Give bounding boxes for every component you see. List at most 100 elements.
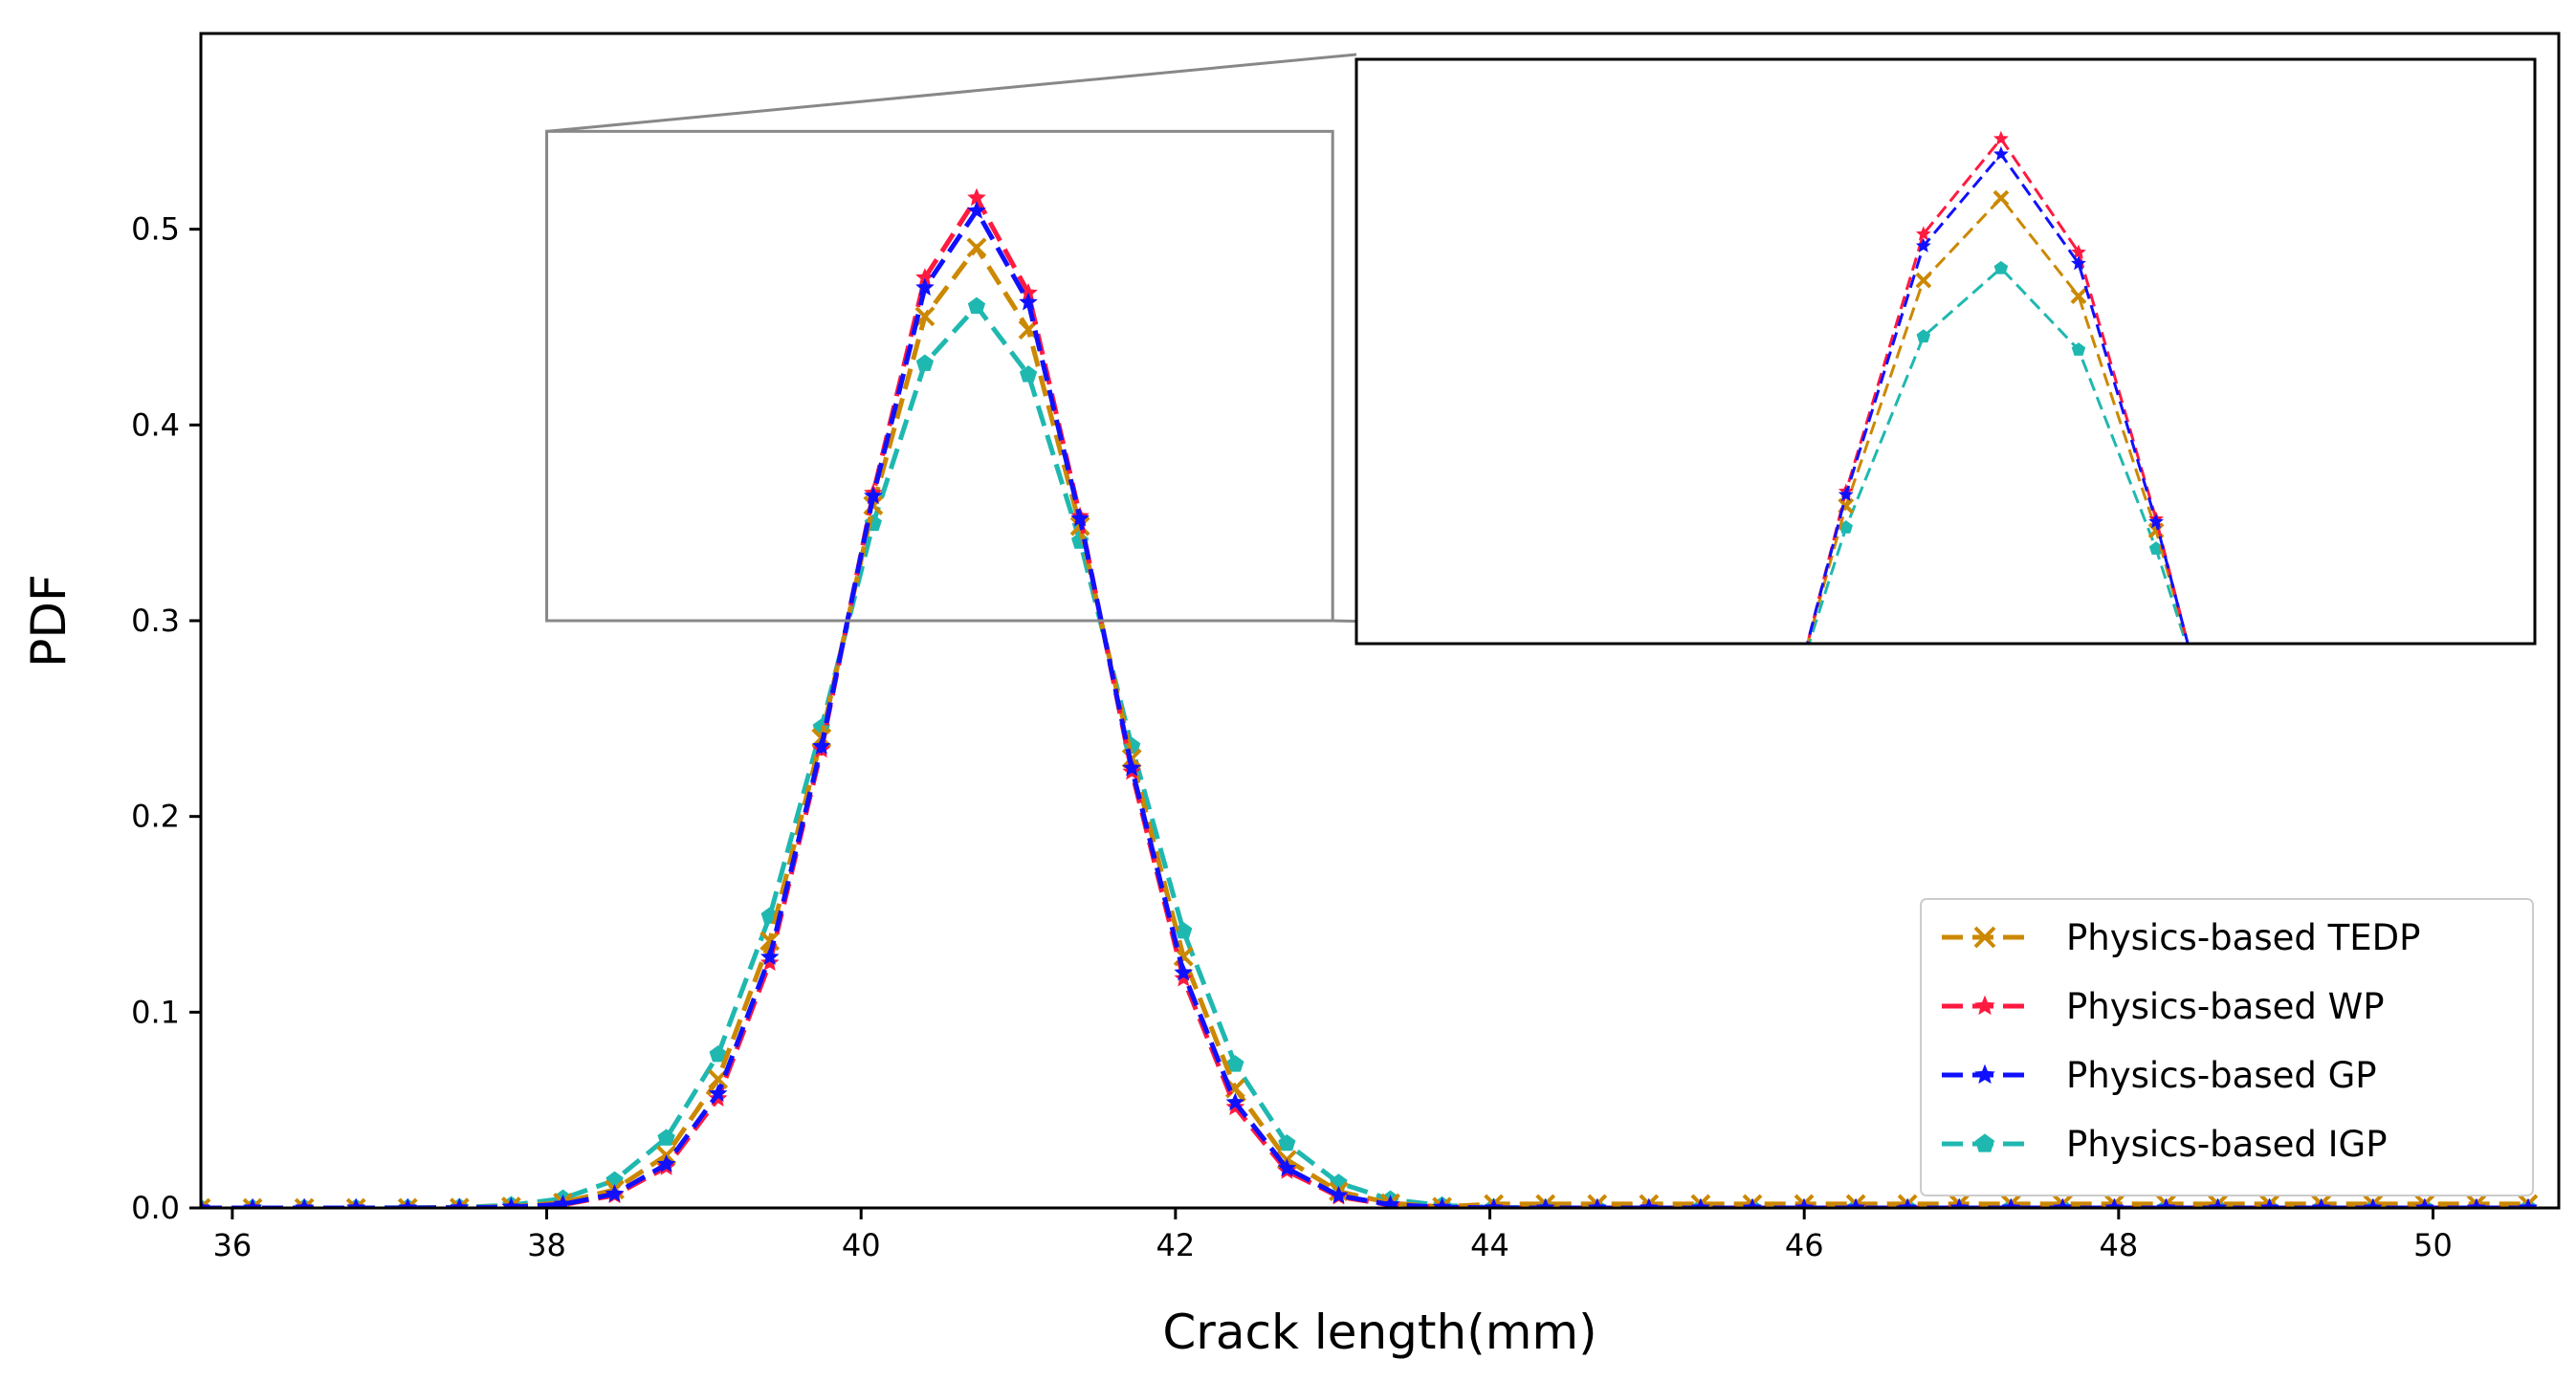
- inset-data-point-physics-based-wp: [2538, 1325, 2550, 1337]
- data-point-physics-based-tedp: [201, 1197, 211, 1208]
- data-point-physics-based-gp: [501, 1196, 521, 1208]
- inset-data-point-physics-based-gp: [2538, 1324, 2550, 1336]
- data-point-physics-based-gp: [2156, 1197, 2176, 1208]
- legend: Physics-based TEDP Physics-based WP Physic…: [1920, 898, 2534, 1196]
- data-point-physics-based-gp: [398, 1197, 418, 1208]
- zoom-region-box: [545, 129, 1334, 623]
- x-tick-label: 50: [2413, 1227, 2453, 1263]
- legend-label-physics-based-tedp: Physics-based TEDP: [2066, 917, 2420, 958]
- data-point-physics-based-gp: [1587, 1197, 1607, 1208]
- data-point-physics-based-gp: [2519, 1197, 2538, 1208]
- main-series-group: [201, 187, 2539, 1208]
- data-point-physics-based-gp: [605, 1184, 625, 1202]
- inset-series-line-physics-based-gp: [1805, 151, 2190, 644]
- x-tick-label: 40: [842, 1227, 881, 1263]
- data-point-physics-based-gp: [1535, 1197, 1555, 1208]
- inset-data-point-physics-based-wp: [1915, 226, 1931, 241]
- data-point-physics-based-gp: [1380, 1195, 1400, 1208]
- inset-data-point-physics-based-gp: [2071, 255, 2086, 271]
- y-tick-label: 0.0: [131, 1190, 180, 1226]
- data-point-physics-based-gp: [1432, 1196, 1452, 1208]
- data-point-physics-based-gp: [760, 947, 780, 966]
- legend-item-physics-based-igp: Physics-based IGP: [1942, 1124, 2388, 1165]
- data-point-physics-based-igp: [1278, 1133, 1296, 1152]
- inset-data-point-physics-based-gp: [2460, 1291, 2473, 1304]
- inset-data-point-physics-based-igp: [1684, 990, 1697, 1002]
- inset-data-point-physics-based-igp: [1530, 1255, 1542, 1267]
- data-point-physics-based-gp: [450, 1197, 470, 1208]
- data-point-physics-based-gp: [2208, 1197, 2228, 1208]
- x-tick-label: 38: [527, 1227, 566, 1263]
- inset-data-point-physics-based-igp: [1762, 765, 1774, 778]
- inset-data-point-physics-based-gp: [2227, 813, 2239, 825]
- inset-data-point-physics-based-wp: [2383, 1218, 2395, 1231]
- data-point-physics-based-gp: [2053, 1197, 2073, 1208]
- inset-data-point-physics-based-tedp: [1993, 189, 2010, 207]
- inset-data-point-physics-based-wp: [2460, 1294, 2473, 1306]
- legend-item-physics-based-tedp: Physics-based TEDP: [1942, 917, 2420, 958]
- inset-data-point-physics-based-gp: [1762, 787, 1774, 800]
- series-line-physics-based-gp: [201, 206, 2528, 1208]
- data-point-physics-based-gp: [1329, 1185, 1349, 1204]
- data-point-physics-based-igp: [709, 1044, 727, 1063]
- legend-label-physics-based-gp: Physics-based GP: [2066, 1055, 2377, 1096]
- data-point-physics-based-gp: [2415, 1197, 2434, 1208]
- legend-item-physics-based-wp: Physics-based WP: [1942, 986, 2385, 1027]
- data-point-physics-based-gp: [2467, 1197, 2486, 1208]
- x-tick-label: 36: [213, 1227, 253, 1263]
- x-tick-label: 48: [2100, 1227, 2139, 1263]
- data-point-physics-based-gp: [1846, 1197, 1865, 1208]
- inset-data-point-physics-based-wp: [2227, 818, 2239, 830]
- axes: 36 38 40 42 44 46 48 50 0.0 0.1 0.2 0.3 0.4 0.5 Crack …: [21, 32, 2561, 1360]
- data-point-physics-based-wp: [760, 953, 780, 972]
- data-point-physics-based-tedp: [966, 237, 987, 258]
- legend-box: [1920, 898, 2534, 1196]
- inset-data-point-physics-based-wp: [2071, 244, 2086, 259]
- data-point-physics-based-gp: [967, 201, 986, 219]
- x-tick-label: 42: [1156, 1227, 1196, 1263]
- inset-data-point-physics-based-igp: [1993, 260, 2009, 274]
- legend-marker-physics-based-wp: [1974, 995, 1995, 1016]
- y-tick-label: 0.3: [131, 603, 180, 639]
- data-point-physics-based-gp: [1277, 1158, 1297, 1176]
- data-point-physics-based-tedp: [294, 1197, 315, 1208]
- inset-data-point-physics-based-tedp: [1684, 1020, 1698, 1033]
- data-point-physics-based-gp: [656, 1154, 676, 1173]
- data-point-physics-based-gp: [1019, 292, 1038, 311]
- legend-marker-physics-based-igp: [1974, 1133, 1995, 1152]
- data-point-physics-based-igp: [1226, 1055, 1244, 1072]
- data-point-physics-based-gp: [1484, 1197, 1504, 1208]
- series-line-physics-based-tedp: [201, 243, 2528, 1208]
- data-point-physics-based-gp: [553, 1194, 573, 1208]
- data-point-physics-based-gp: [1794, 1197, 1814, 1208]
- legend-marker-physics-based-gp: [1974, 1064, 1995, 1085]
- y-tick-label: 0.1: [131, 994, 180, 1030]
- data-point-physics-based-gp: [1640, 1197, 1659, 1208]
- inset-data-point-physics-based-wp: [1762, 791, 1774, 803]
- inset-data-point-physics-based-gp: [2148, 514, 2164, 529]
- inset-data-point-physics-based-wp: [1530, 1289, 1542, 1302]
- data-point-physics-based-gp: [864, 486, 883, 505]
- data-point-physics-based-tedp: [914, 306, 936, 327]
- data-point-physics-based-gp: [1225, 1092, 1245, 1111]
- inset-data-point-physics-based-wp: [1993, 130, 2009, 145]
- x-axis-title: Crack length(mm): [1162, 1305, 1596, 1360]
- inset-data-point-physics-based-tedp: [1607, 1184, 1620, 1197]
- inset-data-point-physics-based-gp: [1530, 1286, 1542, 1299]
- inset-series-group: [1530, 130, 2550, 1337]
- data-point-physics-based-gp: [1743, 1197, 1762, 1208]
- inset-data-point-physics-based-tedp: [1530, 1275, 1543, 1288]
- inset-background: [1356, 59, 2535, 644]
- inset-data-point-physics-based-wp: [1684, 1045, 1697, 1058]
- data-point-physics-based-igp: [967, 296, 986, 315]
- legend-marker-physics-based-tedp: [1973, 926, 1996, 949]
- data-point-physics-based-gp: [1949, 1197, 1970, 1208]
- x-tick-label: 44: [1470, 1227, 1509, 1263]
- inset-data-point-physics-based-tedp: [2070, 288, 2087, 305]
- data-point-physics-based-gp: [346, 1197, 366, 1208]
- inset-frame: [1354, 57, 2537, 646]
- inset-data-point-physics-based-tedp: [2227, 801, 2240, 815]
- data-point-physics-based-tedp: [242, 1197, 263, 1208]
- data-point-physics-based-igp: [657, 1129, 675, 1146]
